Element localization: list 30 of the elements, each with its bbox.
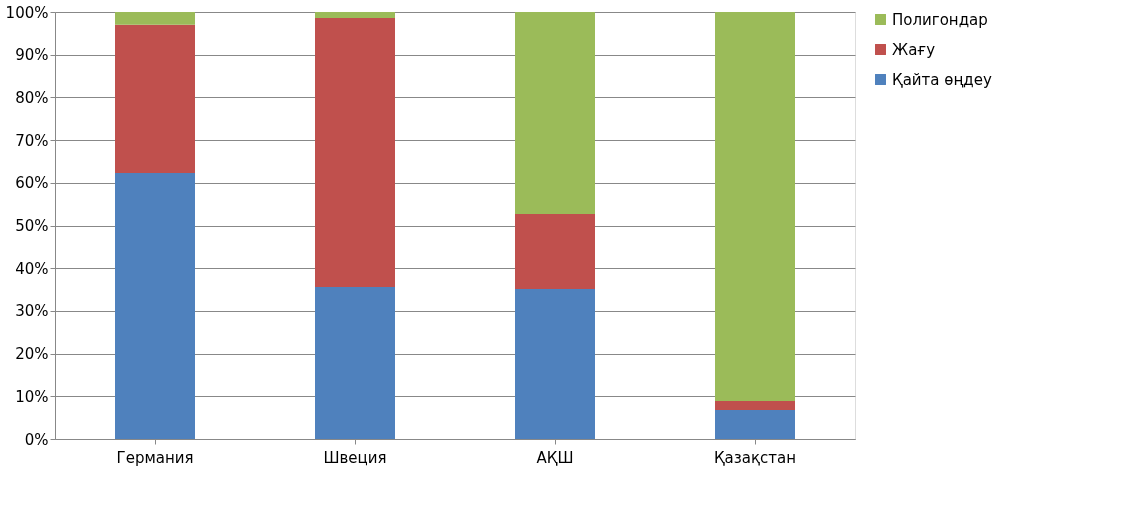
y-tick-label: 80% <box>15 88 49 107</box>
y-tick-label: 70% <box>15 131 49 150</box>
bar <box>715 12 795 401</box>
y-tick-label: 100% <box>5 3 49 22</box>
bar <box>115 12 195 25</box>
legend-label: Жағу <box>892 40 936 59</box>
y-tick-label: 0% <box>24 430 49 449</box>
bar <box>315 12 395 18</box>
y-tick-label: 10% <box>15 387 49 406</box>
legend-label: Полигондар <box>892 10 988 29</box>
bar <box>515 213 595 290</box>
bar <box>315 286 395 439</box>
x-tick-label: Германия <box>116 448 194 467</box>
bar <box>115 24 195 173</box>
y-tick-label: 90% <box>15 46 49 65</box>
y-tick-label: 20% <box>15 345 49 364</box>
x-tick-label: АҚШ <box>536 448 574 467</box>
legend-label: Қайта өңдеу <box>892 70 992 89</box>
bar <box>715 409 795 439</box>
x-tick-label: Швеция <box>323 448 387 467</box>
y-tick-label: 60% <box>15 174 49 193</box>
bar <box>515 12 595 214</box>
bar <box>715 401 795 410</box>
bar <box>115 172 195 439</box>
y-tick-label: 50% <box>15 217 49 235</box>
y-tick-label: 30% <box>15 302 49 321</box>
x-tick-label: Қазақстан <box>713 448 797 467</box>
bar <box>515 289 595 439</box>
bar <box>315 17 395 287</box>
y-tick-label: 40% <box>15 259 49 278</box>
